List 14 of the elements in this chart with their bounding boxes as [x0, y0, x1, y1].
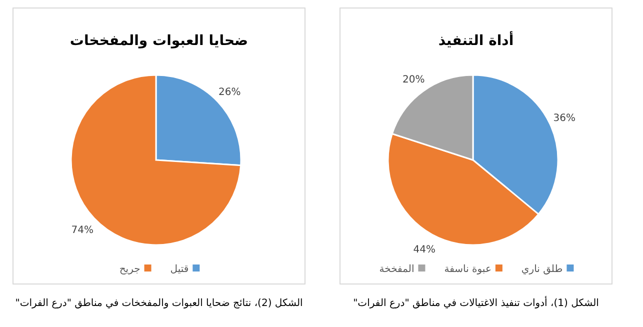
text: الشكل (2)، نتائج ضحايا العبوات والمفخخات في مناطق "درع الفرات": [15, 298, 303, 309]
data-label: 36%: [553, 112, 576, 124]
legend-label: جريح: [119, 264, 140, 275]
chart-title: أداة التنفيذ: [438, 31, 514, 49]
text: الشكل (1)، أدوات تنفيذ الاغتيالات في مناطق "درع الفرات": [353, 296, 599, 309]
legend-label: طلق ناري: [521, 264, 563, 275]
data-label: 74%: [71, 225, 94, 236]
legend-label: قتيل: [170, 264, 189, 275]
legend-label: المفخخة: [379, 264, 414, 275]
data-label: 26%: [218, 86, 241, 98]
legend-label: عبوة ناسفة: [444, 264, 492, 275]
data-label: 44%: [413, 244, 436, 256]
chart-title: ضحايا العبوات والمفخخات: [70, 33, 248, 49]
data-label: 20%: [402, 74, 425, 86]
